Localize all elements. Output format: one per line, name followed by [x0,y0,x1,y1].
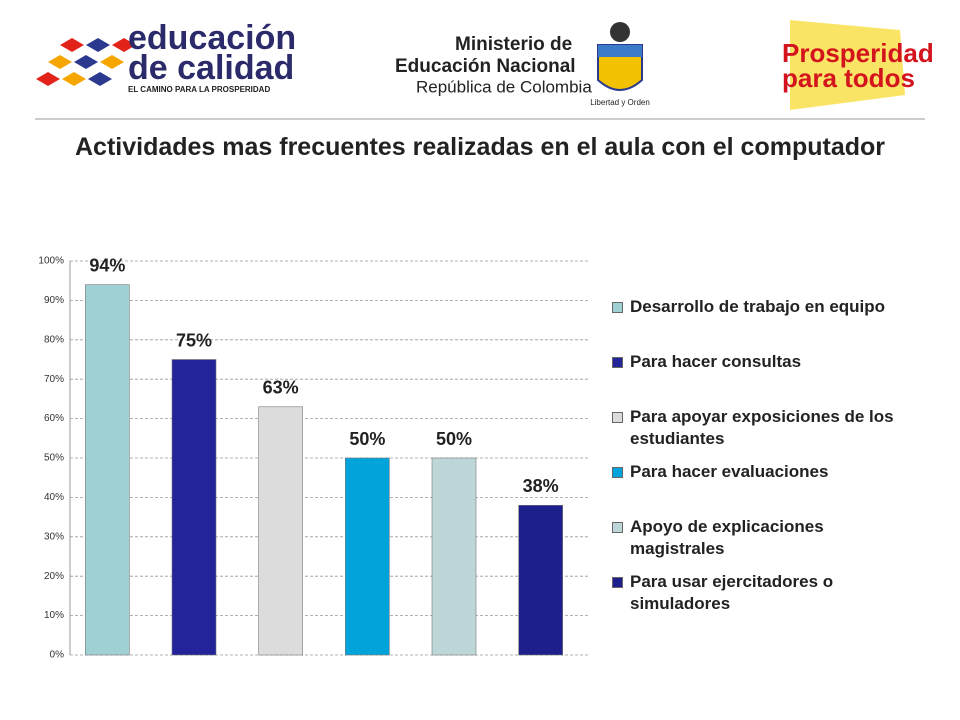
legend-item: Apoyo de explicaciones magistrales [612,516,920,560]
logo-tagline: EL CAMINO PARA LA PROSPERIDAD [128,85,270,94]
y-tick-label: 80% [44,334,64,345]
logo-text: educación [128,19,296,57]
logo-right: Prosperidad [782,38,934,68]
y-tick-label: 0% [50,650,65,661]
data-label: 38% [523,476,559,496]
y-tick-label: 100% [38,256,64,267]
legend-label: Para usar ejercitadores o simuladores [630,572,834,613]
motto: Libertad y Orden [590,98,650,107]
y-tick-label: 50% [44,453,64,464]
legend-item: Para hacer evaluaciones [612,461,920,483]
legend-label: Apoyo de explicaciones magistrales [630,517,824,558]
legend-item: Para hacer consultas [612,351,920,373]
logo-cubes [36,38,136,86]
y-tick-label: 70% [44,374,64,385]
bar [431,457,477,656]
logo-bg [790,20,905,110]
legend-swatch [612,522,623,533]
data-label: 94% [89,255,125,275]
y-tick-label: 30% [44,531,64,542]
y-tick-label: 60% [44,413,64,424]
data-label: 50% [436,429,472,449]
logo-right: para todos [782,63,915,93]
bar [518,504,563,656]
bar [171,359,217,656]
coat-of-arms [597,22,643,91]
ministry-text: República de Colombia [416,77,592,96]
ministry-text: Educación Nacional [395,56,576,77]
y-tick-label: 40% [44,492,64,503]
legend-swatch [612,412,623,423]
chart-title: Actividades mas frecuentes realizadas en… [74,133,886,161]
data-label: 75% [176,330,212,350]
legend-label: Desarrollo de trabajo en equipo [630,297,886,316]
bar [258,406,303,656]
bar [345,457,390,656]
legend-swatch [612,357,623,368]
legend-swatch [612,577,623,588]
legend-item: Para usar ejercitadores o simuladores [612,571,920,615]
legend-label: Para apoyar exposiciones de los estudian… [630,407,894,448]
legend-swatch [612,467,623,478]
data-label: 50% [349,429,385,449]
bar [85,284,130,656]
y-tick-label: 10% [44,610,64,621]
y-tick-label: 90% [44,295,64,306]
legend-label: Para hacer consultas [630,352,802,371]
ministry-text: Ministerio de [455,34,572,55]
legend-swatch [612,302,623,313]
data-label: 63% [263,378,299,398]
logo-text: de calidad [128,49,294,87]
y-tick-label: 20% [44,571,64,582]
legend-item: Para apoyar exposiciones de los estudian… [612,406,920,450]
legend-label: Para hacer evaluaciones [630,462,829,481]
legend-item: Desarrollo de trabajo en equipo [612,296,920,318]
